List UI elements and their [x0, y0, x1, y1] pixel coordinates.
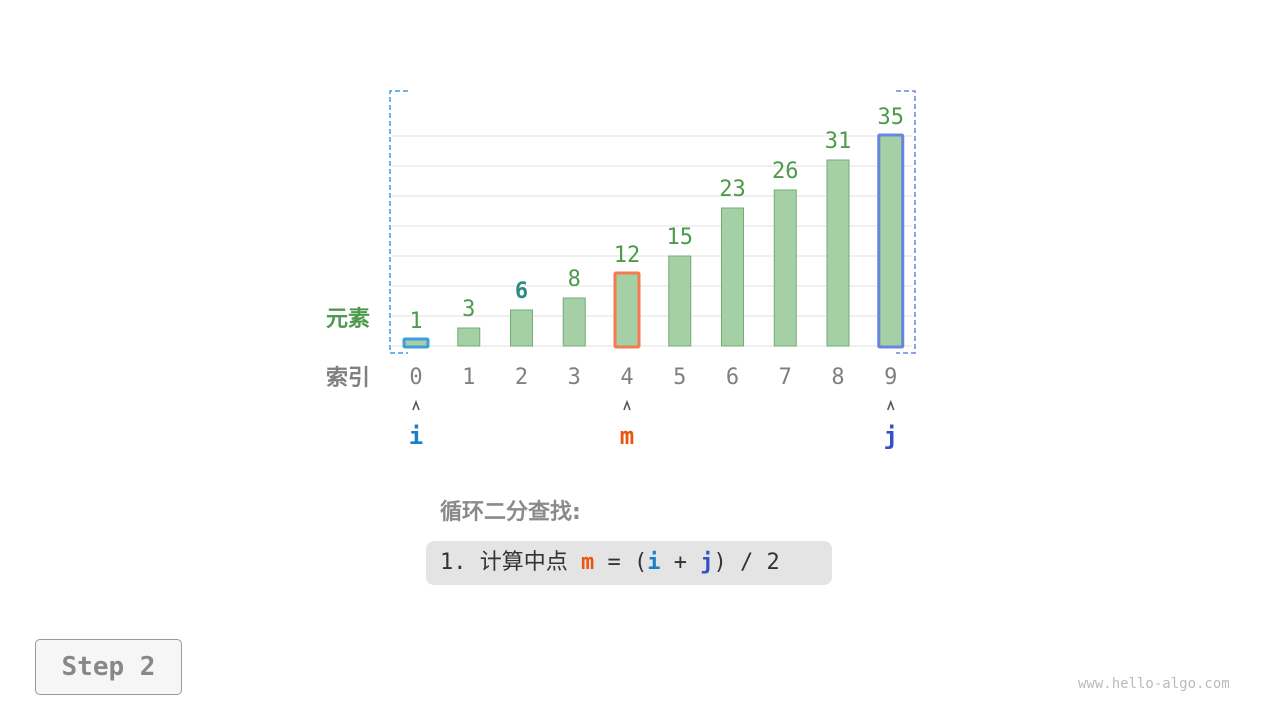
formula-box: 1. 计算中点 m = (i + j) / 2 [426, 541, 832, 585]
element-row-label: 元素 [326, 307, 371, 332]
value-label-8: 31 [825, 129, 852, 154]
pointer-i: i [409, 422, 423, 450]
index-label-1: 1 [462, 365, 475, 390]
arrow-up-icon [623, 399, 631, 411]
formula-j: j [700, 550, 714, 575]
value-label-6: 23 [719, 177, 746, 202]
index-label-7: 7 [779, 365, 792, 390]
highlight-j [877, 133, 905, 349]
index-label-2: 2 [515, 365, 528, 390]
value-label-5: 15 [667, 225, 694, 250]
index-label-8: 8 [831, 365, 844, 390]
bar-3 [562, 297, 586, 347]
index-label-9: 9 [884, 365, 897, 390]
index-label-5: 5 [673, 365, 686, 390]
value-label-3: 8 [568, 267, 581, 292]
value-label-9: 35 [878, 105, 905, 130]
bar-5 [668, 255, 692, 347]
highlight-i [402, 337, 430, 349]
pointer-m: m [620, 422, 634, 450]
bar-4 [615, 273, 639, 347]
bar-0 [404, 339, 428, 347]
value-label-2: 6 [515, 279, 528, 304]
formula-prefix: 1. 计算中点 [440, 550, 581, 575]
right-bracket [896, 90, 916, 354]
value-label-1: 3 [462, 297, 475, 322]
index-label-0: 0 [409, 365, 422, 390]
index-row-label: 索引 [326, 366, 371, 391]
formula-i: i [647, 550, 661, 575]
step-button[interactable]: Step 2 [35, 639, 182, 695]
formula-m: m [580, 550, 595, 575]
value-label-4: 12 [614, 243, 641, 268]
arrow-up-icon [887, 399, 895, 411]
highlight-m [613, 271, 641, 349]
bar-1 [457, 327, 481, 347]
bar-8 [826, 159, 850, 347]
bar-2 [510, 309, 533, 347]
value-label-0: 1 [409, 309, 422, 334]
bar-6 [721, 207, 744, 347]
index-label-4: 4 [620, 365, 633, 390]
arrow-up-icon [412, 399, 420, 411]
formula-suffix: ) / 2 [713, 550, 780, 575]
formula-eq: = ( [594, 550, 648, 575]
value-label-7: 26 [772, 159, 799, 184]
index-label-3: 3 [568, 365, 581, 390]
formula-plus: + [660, 550, 701, 575]
algorithm-title: 循环二分查找: [440, 500, 581, 525]
left-bracket [389, 90, 408, 354]
pointer-j: j [884, 422, 898, 450]
bar-9 [879, 135, 903, 347]
bar-7 [773, 189, 797, 347]
index-label-6: 6 [726, 365, 739, 390]
site-watermark: www.hello-algo.com [1078, 676, 1230, 692]
